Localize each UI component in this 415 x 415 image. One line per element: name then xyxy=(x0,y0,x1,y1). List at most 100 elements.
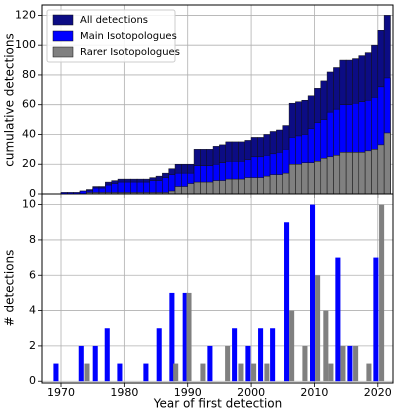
bar xyxy=(143,181,150,195)
bar xyxy=(326,156,334,195)
bar xyxy=(156,328,162,382)
y-tick-label: 80 xyxy=(22,68,36,81)
bar xyxy=(302,345,308,382)
bar xyxy=(193,181,201,195)
bar xyxy=(238,363,244,382)
y-tick-label: 0 xyxy=(29,187,36,200)
bar xyxy=(315,275,321,382)
bar xyxy=(225,178,233,195)
bar xyxy=(323,310,329,382)
y-tick-label: 0 xyxy=(29,374,36,387)
y-tick-label: 40 xyxy=(22,127,36,140)
bar xyxy=(200,181,207,195)
y-tick-label: 60 xyxy=(22,98,36,111)
bar xyxy=(353,345,359,382)
bar xyxy=(310,204,316,382)
legend: All detections Main Isotopologues Rarer Is… xyxy=(46,9,180,63)
legend-label: Rarer Isotopologues xyxy=(80,47,180,58)
bar xyxy=(173,363,179,382)
bar xyxy=(182,292,188,382)
bar xyxy=(282,172,290,195)
x-tick-label: 1990 xyxy=(174,386,202,399)
bar xyxy=(288,163,296,195)
legend-swatch xyxy=(52,14,74,26)
bar xyxy=(339,152,347,195)
y-tick-label: 100 xyxy=(15,38,36,51)
bar xyxy=(358,152,366,195)
bar xyxy=(231,178,239,195)
bar xyxy=(373,257,379,382)
bar xyxy=(207,345,213,382)
bar xyxy=(225,345,231,382)
bar xyxy=(136,181,144,195)
bar xyxy=(238,178,245,195)
bar xyxy=(84,363,90,382)
bar xyxy=(257,177,265,195)
bar xyxy=(379,204,385,382)
bar xyxy=(307,162,315,195)
x-tick-label: 1970 xyxy=(47,386,75,399)
bar xyxy=(258,328,264,382)
bar xyxy=(335,257,341,382)
bar xyxy=(200,363,206,382)
bar xyxy=(206,181,214,195)
axes-frame xyxy=(41,193,394,384)
y-tick-label: 20 xyxy=(22,157,36,170)
bar xyxy=(143,363,149,382)
y-tick-label: 8 xyxy=(29,233,36,246)
bar xyxy=(289,310,295,382)
bar xyxy=(78,345,84,382)
bar xyxy=(244,177,252,195)
legend-swatch xyxy=(52,46,74,58)
bar xyxy=(263,175,271,195)
bar xyxy=(169,292,175,382)
y-tick-label: 10 xyxy=(22,198,36,211)
bar xyxy=(371,149,379,195)
bar xyxy=(352,152,360,195)
y-tick-label: 120 xyxy=(15,8,36,21)
bar xyxy=(162,177,169,195)
bar xyxy=(250,177,258,195)
bar xyxy=(104,328,110,382)
bar xyxy=(276,174,284,195)
bar xyxy=(181,186,188,195)
x-tick-label: 2010 xyxy=(300,386,328,399)
bar xyxy=(251,363,257,382)
bar xyxy=(130,181,138,195)
y-tick-label: 2 xyxy=(29,339,36,352)
legend-label: All detections xyxy=(80,15,148,26)
bar xyxy=(219,180,226,195)
bar xyxy=(364,150,372,195)
x-tick-label: 1980 xyxy=(110,386,138,399)
bar xyxy=(301,162,309,195)
bar xyxy=(377,144,385,195)
bar xyxy=(149,180,157,195)
bar xyxy=(270,328,276,382)
bar xyxy=(187,183,195,195)
bar xyxy=(174,186,182,195)
y-axis-label: cumulative detections xyxy=(3,33,17,166)
bar xyxy=(155,180,163,195)
bar xyxy=(284,222,290,382)
y-tick-label: 6 xyxy=(29,268,36,281)
bar xyxy=(269,174,277,195)
y-axis-label: # detections xyxy=(3,250,17,327)
bar xyxy=(328,363,334,382)
x-axis-label: Year of first detection xyxy=(153,397,283,411)
x-tick-label: 2020 xyxy=(364,386,392,399)
bar xyxy=(264,363,270,382)
legend-frame xyxy=(46,9,176,63)
bar xyxy=(347,345,353,382)
bar xyxy=(212,180,220,195)
bar xyxy=(345,152,353,195)
x-tick-label: 2000 xyxy=(237,386,265,399)
bar xyxy=(295,163,303,195)
bar xyxy=(366,363,372,382)
bar xyxy=(232,328,238,382)
legend-label: Main Isotopologues xyxy=(80,31,177,42)
bar xyxy=(117,363,123,382)
bar xyxy=(92,345,98,382)
bar xyxy=(333,155,341,195)
bar xyxy=(124,181,131,195)
